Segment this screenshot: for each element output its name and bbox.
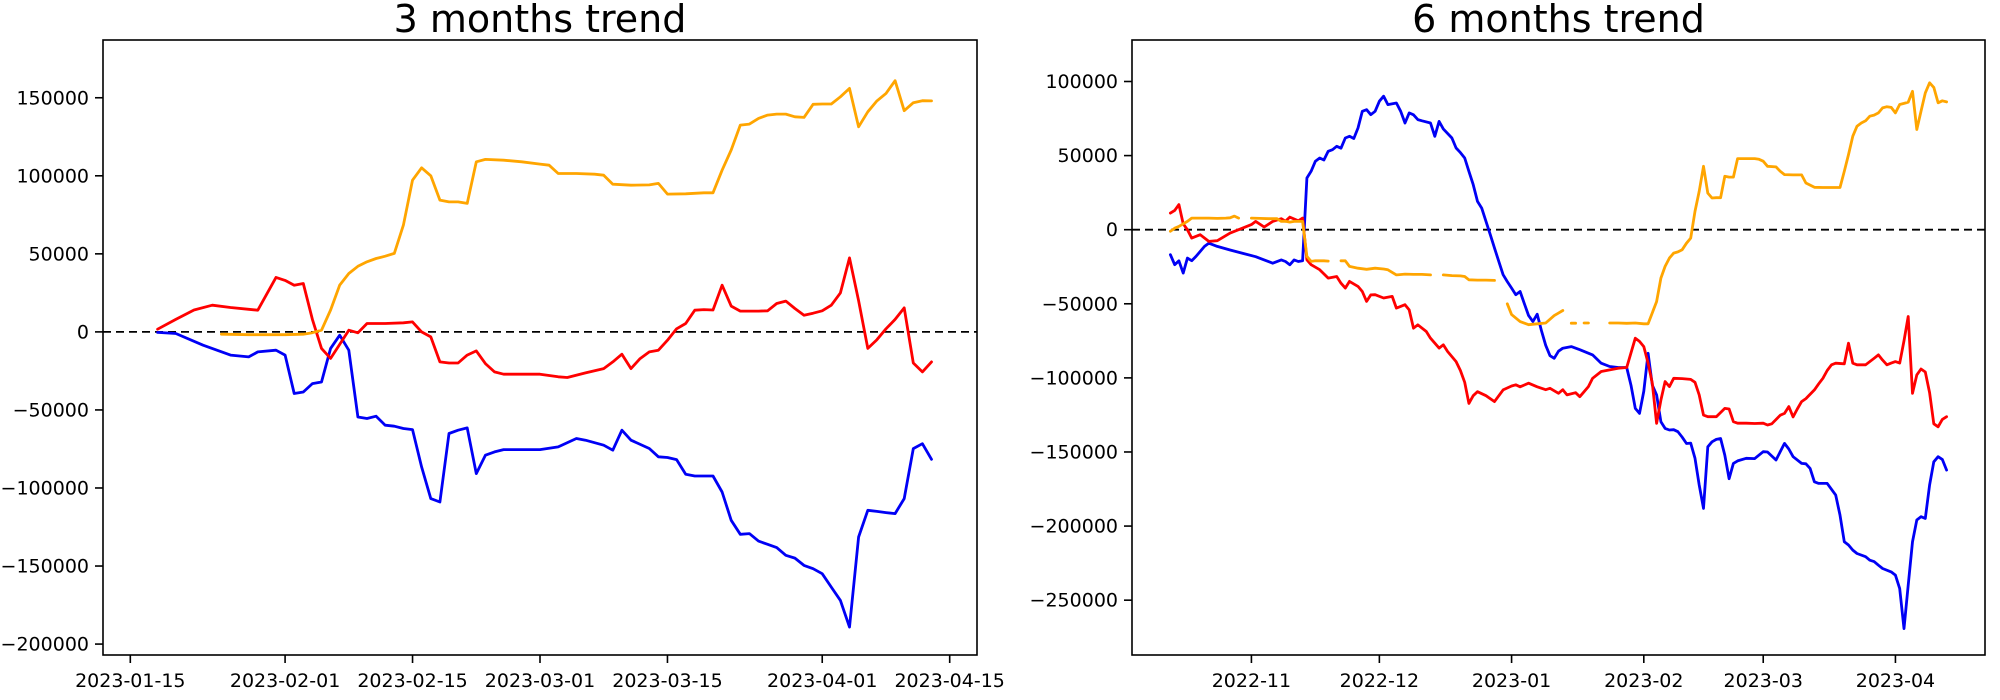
chart-title-3-months: 3 months trend bbox=[393, 0, 687, 41]
x-tick-label: 2023-04-15 bbox=[894, 670, 1004, 692]
x-tick-label: 2023-03-01 bbox=[485, 670, 595, 692]
chart-title-6-months: 6 months trend bbox=[1412, 0, 1705, 41]
blue-trend-line bbox=[1169, 94, 1948, 630]
y-tick-label: 150000 bbox=[16, 87, 89, 109]
x-tick-label: 2023-02 bbox=[1604, 670, 1683, 692]
x-tick-label: 2023-03 bbox=[1724, 670, 1803, 692]
orange-trend-line bbox=[1250, 216, 1330, 263]
orange-trend-line bbox=[1339, 259, 1432, 277]
orange-trend-line bbox=[219, 79, 933, 337]
orange-trend-line bbox=[1608, 81, 1948, 326]
orange-trend-line bbox=[1505, 302, 1565, 327]
red-trend-line bbox=[1169, 203, 1948, 429]
y-tick-label: 50000 bbox=[29, 243, 89, 265]
y-tick-label: −150000 bbox=[1030, 441, 1118, 463]
x-tick-label: 2023-04 bbox=[1856, 670, 1935, 692]
y-tick-label: −250000 bbox=[1030, 590, 1118, 612]
y-tick-label: 100000 bbox=[1045, 71, 1118, 93]
y-tick-label: −200000 bbox=[1030, 516, 1118, 538]
x-tick-label: 2022-12 bbox=[1340, 670, 1419, 692]
x-tick-label: 2023-02-01 bbox=[230, 670, 340, 692]
x-tick-label: 2023-03-15 bbox=[612, 670, 722, 692]
orange-trend-line bbox=[1441, 273, 1496, 282]
y-tick-label: −50000 bbox=[1042, 293, 1118, 315]
y-tick-label: 50000 bbox=[1058, 145, 1118, 167]
red-trend-line bbox=[156, 256, 933, 379]
y-tick-label: 100000 bbox=[16, 165, 89, 187]
y-tick-label: 0 bbox=[1106, 219, 1118, 241]
plot-area-border bbox=[1131, 39, 1986, 656]
y-tick-label: −150000 bbox=[1, 556, 89, 578]
y-tick-label: −200000 bbox=[1, 634, 89, 656]
y-tick-label: −50000 bbox=[13, 399, 89, 421]
blue-trend-line bbox=[156, 330, 933, 629]
orange-trend-line bbox=[1169, 214, 1240, 233]
y-tick-label: −100000 bbox=[1, 477, 89, 499]
x-tick-label: 2023-02-15 bbox=[357, 670, 467, 692]
x-tick-label: 2022-11 bbox=[1212, 670, 1291, 692]
y-tick-label: 0 bbox=[77, 321, 89, 343]
y-tick-label: −100000 bbox=[1030, 367, 1118, 389]
x-tick-label: 2023-01-15 bbox=[75, 670, 185, 692]
plot-area-border bbox=[102, 39, 978, 656]
x-tick-label: 2023-04-01 bbox=[767, 670, 877, 692]
x-tick-label: 2023-01 bbox=[1472, 670, 1551, 692]
